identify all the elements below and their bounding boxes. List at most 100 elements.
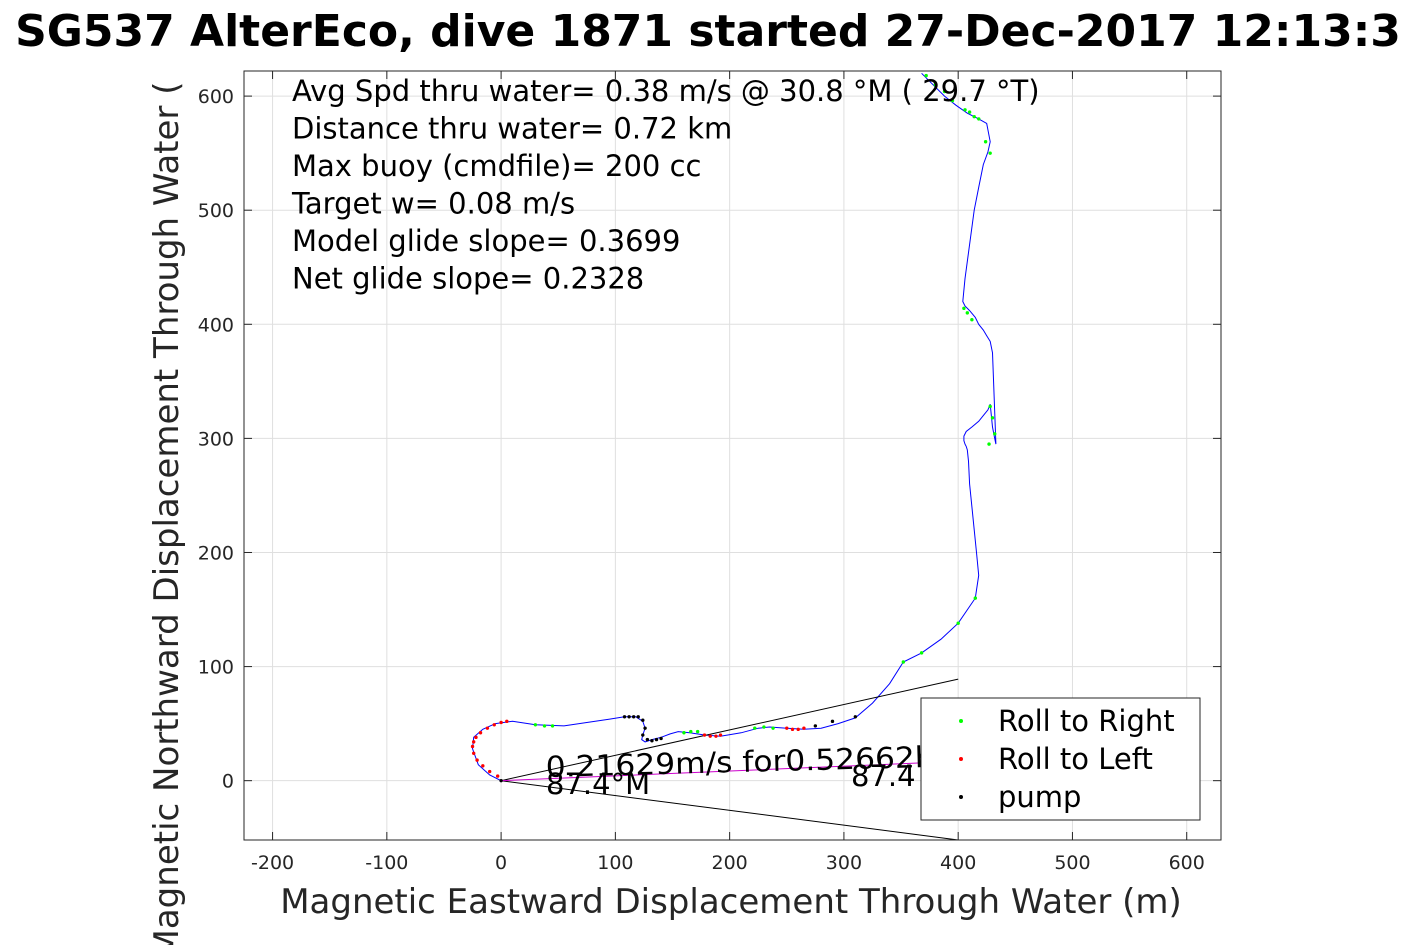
y-axis-label: Magnetic Northward Displacement Through … <box>147 82 187 945</box>
info-text-block: Avg Spd thru water= 0.38 m/s @ 30.8 °M (… <box>291 74 1040 296</box>
roll-to-left-point <box>481 764 485 768</box>
pump-point <box>650 739 654 743</box>
pump-point <box>643 726 647 730</box>
roll-to-right-point <box>993 432 997 436</box>
legend-marker <box>959 719 963 723</box>
pump-point <box>622 715 627 719</box>
info-line: Distance thru water= 0.72 km <box>292 112 732 146</box>
pump-point <box>853 715 858 719</box>
legend-label: pump <box>998 780 1081 814</box>
x-tick-label: -200 <box>251 852 294 874</box>
y-tick-label: 200 <box>198 542 234 564</box>
roll-to-right-point <box>901 660 906 664</box>
roll-to-right-point <box>695 729 700 734</box>
roll-to-right-point <box>942 89 947 94</box>
x-tick-label: 300 <box>826 852 862 874</box>
current-vector-line <box>501 760 959 782</box>
heading-annotation-right: 87.4 <box>851 759 916 793</box>
axes-frame <box>243 70 1222 841</box>
info-line: Max buoy (cmdfile)= 200 cc <box>292 149 701 183</box>
pump-point <box>654 737 659 742</box>
roll-to-left-point <box>492 723 496 727</box>
roll-to-right-point <box>983 140 988 144</box>
roll-to-right-point <box>970 318 974 322</box>
roll-to-left-point <box>487 769 492 774</box>
roll-to-right-point <box>689 729 693 734</box>
pump-point <box>499 778 503 783</box>
x-tick-label: 0 <box>495 852 507 874</box>
roll-to-left-point <box>485 726 490 730</box>
roll-to-right-point <box>977 117 981 121</box>
x-tick-label: 500 <box>1054 852 1090 874</box>
roll-to-right-point <box>924 73 928 78</box>
roll-to-right-point <box>753 726 757 730</box>
roll-to-right-point <box>962 306 966 311</box>
y-tick-label: 300 <box>198 428 234 450</box>
x-axis-label: Magnetic Eastward Displacement Through W… <box>280 882 1182 922</box>
series-markers <box>470 73 997 783</box>
roll-to-left-point <box>499 720 503 725</box>
roll-to-right-point <box>965 311 970 315</box>
roll-to-right-point <box>963 108 967 112</box>
roll-to-right-point <box>533 723 538 727</box>
pump-point <box>830 719 835 724</box>
roll-to-left-point <box>471 740 476 744</box>
roll-to-right-point <box>973 596 978 600</box>
roll-to-right-point <box>956 621 960 625</box>
roll-to-right-point <box>972 114 976 119</box>
x-tick-label: 400 <box>940 852 976 874</box>
roll-to-right-point <box>987 442 991 446</box>
y-tick-label: 400 <box>198 314 234 336</box>
pump-point <box>641 718 645 722</box>
pump-point <box>636 715 640 719</box>
x-tick-labels: -200 -100 0 100 200 300 400 500 600 <box>251 852 1205 874</box>
x-tick-label: -100 <box>365 852 408 874</box>
pump-point <box>659 736 663 741</box>
legend-marker <box>959 795 963 799</box>
roll-to-left-point <box>785 726 789 730</box>
roll-to-left-point <box>474 735 478 740</box>
info-line: Net glide slope= 0.2328 <box>292 262 644 296</box>
roll-to-left-point <box>714 734 718 738</box>
pump-point <box>631 715 636 719</box>
roll-to-right-point <box>682 731 686 735</box>
legend-label: Roll to Left <box>998 742 1153 776</box>
pump-point <box>813 724 818 728</box>
series-lines <box>471 72 997 841</box>
roll-to-right-point <box>967 110 972 114</box>
x-tick-label: 200 <box>712 852 748 874</box>
info-line: Model glide slope= 0.3699 <box>292 224 680 258</box>
roll-to-right-point <box>919 651 924 655</box>
legend-marker <box>959 757 963 761</box>
legend: Roll to Right Roll to Left pump <box>920 697 1201 821</box>
roll-to-left-point <box>718 733 723 737</box>
info-line: Target w= 0.08 m/s <box>291 187 575 221</box>
roll-to-right-point <box>950 98 955 103</box>
pump-point <box>645 737 650 742</box>
roll-to-left-point <box>478 731 483 735</box>
roll-to-left-point <box>790 727 795 732</box>
roll-to-right-point <box>771 726 775 730</box>
y-tick-label: 600 <box>198 86 234 108</box>
roll-to-right-point <box>762 725 766 729</box>
y-tick-labels: 0 100 200 300 400 500 600 <box>198 86 234 793</box>
ticks <box>244 71 1221 840</box>
y-tick-label: 500 <box>198 200 234 222</box>
roll-to-right-point <box>933 82 938 87</box>
roll-to-left-point <box>475 758 479 762</box>
roll-to-left-point <box>470 744 475 749</box>
chart-title: SG537 AlterEco, dive 1871 started 27-Dec… <box>15 6 1401 57</box>
roll-to-right-point <box>988 404 992 409</box>
x-tick-label: 600 <box>1169 852 1205 874</box>
y-tick-label: 0 <box>222 771 234 793</box>
pump-point <box>627 715 631 719</box>
roll-to-right-point <box>990 416 995 420</box>
ref-line-upper-line <box>500 678 959 782</box>
x-tick-label: 100 <box>597 852 633 874</box>
y-tick-label: 100 <box>198 657 234 679</box>
heading-annotation-left: 87.4°M <box>546 767 650 801</box>
legend-box <box>920 697 1201 821</box>
roll-to-left-point <box>702 733 707 737</box>
roll-to-left-point <box>505 719 509 724</box>
